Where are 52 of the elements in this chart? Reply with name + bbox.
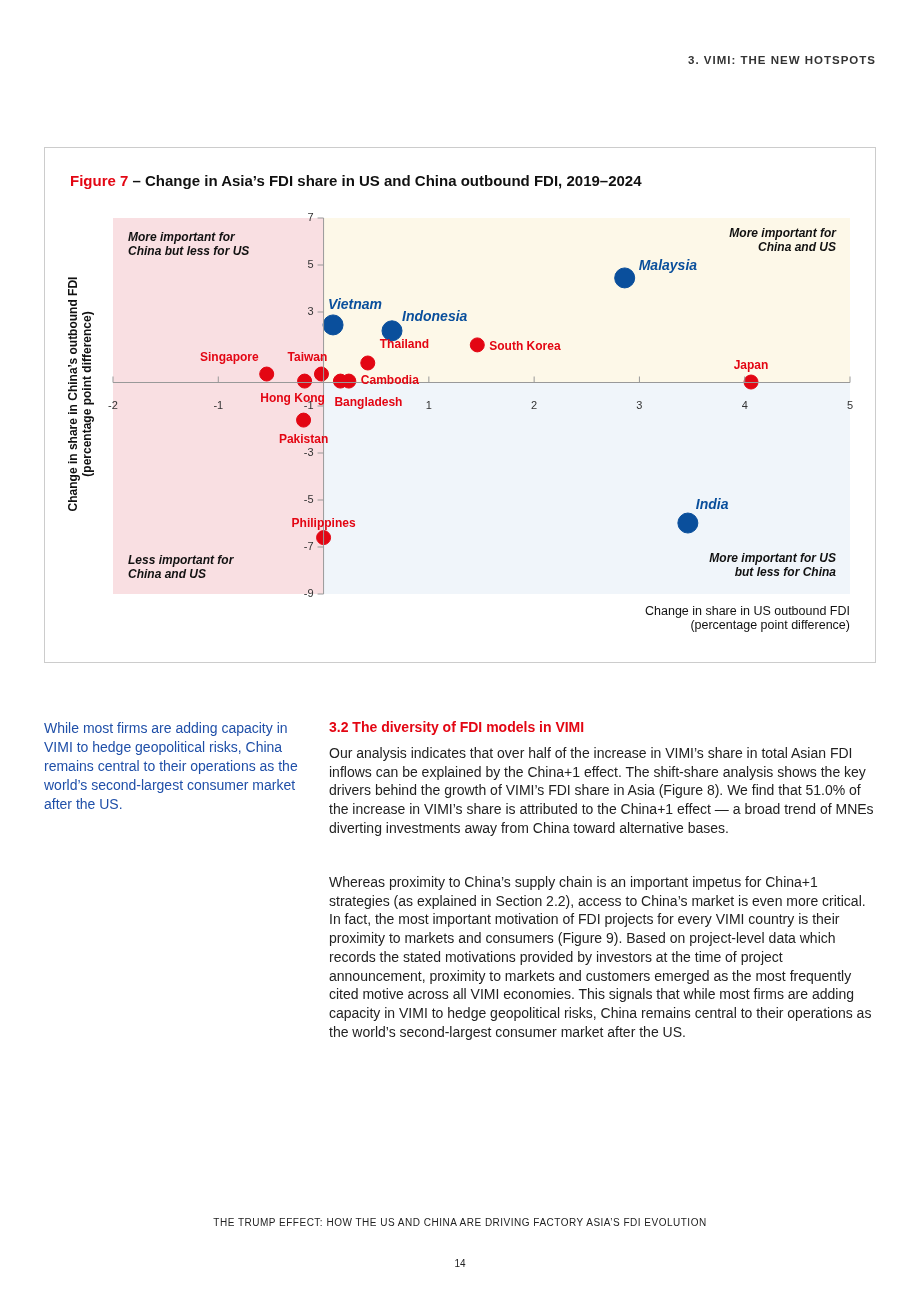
- x-axis-title: Change in share in US outbound FDI (percentage point difference): [644, 604, 850, 632]
- annotation: India: [695, 495, 729, 512]
- x-tick-label: 3: [636, 399, 643, 412]
- chart-title: Figure 7 – Change in Asia’s FDI share in US and China outbound FDI, 2019–2024: [70, 172, 642, 189]
- y-tick-label: 7: [307, 211, 314, 224]
- annotation: More important for US but less for China: [708, 551, 836, 579]
- y-tick-label: -9: [303, 587, 314, 600]
- point: [316, 530, 332, 546]
- text: 3.2 The diversity of FDI models in VIMI: [329, 719, 585, 735]
- x-tick-label: -2: [108, 399, 118, 412]
- annotation: Philippines: [291, 515, 356, 530]
- y-tick-label: -7: [303, 540, 314, 553]
- annotation: More important for China but less for US: [128, 230, 251, 258]
- y-tick-label: 3: [307, 305, 314, 318]
- y-tick-label: 5: [307, 258, 314, 271]
- annotation: More important for China and US: [728, 226, 836, 254]
- text: Whereas proximity to China’s supply chain is an important impetus for China+1 strategies (as explained in Section 2.2), access to China’s market is even more critical. In fact, the most important motivation of FDI projects for every VIMI country is their proximity to markets and consumers (Figure 9). Based on project-level data which records the stated motivations provided by investors at the time of project announcement, proximity to markets and customers emerged as the most frequently cited motive across all VIMI economies. This signals that while most firms are adding capacity in VIMI to hedge geopolitical risks, China remains central to their operations as the world’s second-largest consumer market after the US.: [329, 874, 872, 1040]
- text: 14: [453, 1258, 467, 1269]
- x-tick-label: 4: [741, 399, 748, 412]
- point: [297, 373, 313, 389]
- annotation: Less important for China and US: [128, 553, 235, 581]
- annotation: Japan: [733, 358, 769, 373]
- point: [360, 355, 376, 371]
- annotation: Malaysia: [638, 256, 698, 273]
- y-axis-title: Change in share in China’s outbound FDI (percentage point difference): [66, 275, 94, 514]
- point: [743, 374, 759, 390]
- point: [614, 267, 636, 289]
- annotation: Taiwan: [287, 350, 328, 365]
- point: [322, 314, 344, 336]
- y-tick-label: -5: [303, 493, 314, 506]
- x-tick-label: -1: [213, 399, 224, 412]
- annotation: Pakistan: [278, 432, 329, 447]
- text: THE TRUMP EFFECT: HOW THE US AND CHINA ARE DRIVING FACTORY ASIA’S FDI EVOLUTION: [212, 1217, 708, 1228]
- point: [259, 366, 275, 382]
- x-tick-label: 2: [531, 399, 538, 412]
- x-tick-label: 1: [425, 399, 432, 412]
- point: [469, 337, 485, 353]
- text: Our analysis indicates that over half of the increase in VIMI’s share in total Asian FDI inflows can be explained by the China+1 effect. The shift-share analysis shows the key drivers behind the growth of VIMI’s FDI share in Asia (Figure 8). We find that 51.0% of the increase in VIMI’s share is attributed to the China+1 effect — a broad trend of MNEs diverting investments away from China toward alternative bases.: [329, 744, 875, 838]
- x-tick-label: 5: [846, 399, 854, 412]
- text: 3. VIMI: THE NEW HOTSPOTS: [688, 54, 876, 66]
- text: While most firms are adding capacity in VIMI to hedge geopolitical risks, China remains central to their operations as the world’s second-largest consumer market after the US.: [44, 719, 299, 814]
- annotation: Vietnam: [328, 295, 383, 312]
- annotation: Indonesia: [402, 307, 468, 324]
- point: [296, 412, 312, 428]
- annotation: Singapore: [200, 350, 260, 365]
- point: [313, 366, 329, 382]
- annotation: South Korea: [489, 339, 561, 354]
- point: [677, 512, 699, 534]
- y-tick-label: -3: [303, 446, 314, 459]
- annotation: Bangladesh: [334, 395, 403, 410]
- annotation: Thailand: [379, 337, 430, 352]
- annotation: Cambodia: [360, 373, 420, 388]
